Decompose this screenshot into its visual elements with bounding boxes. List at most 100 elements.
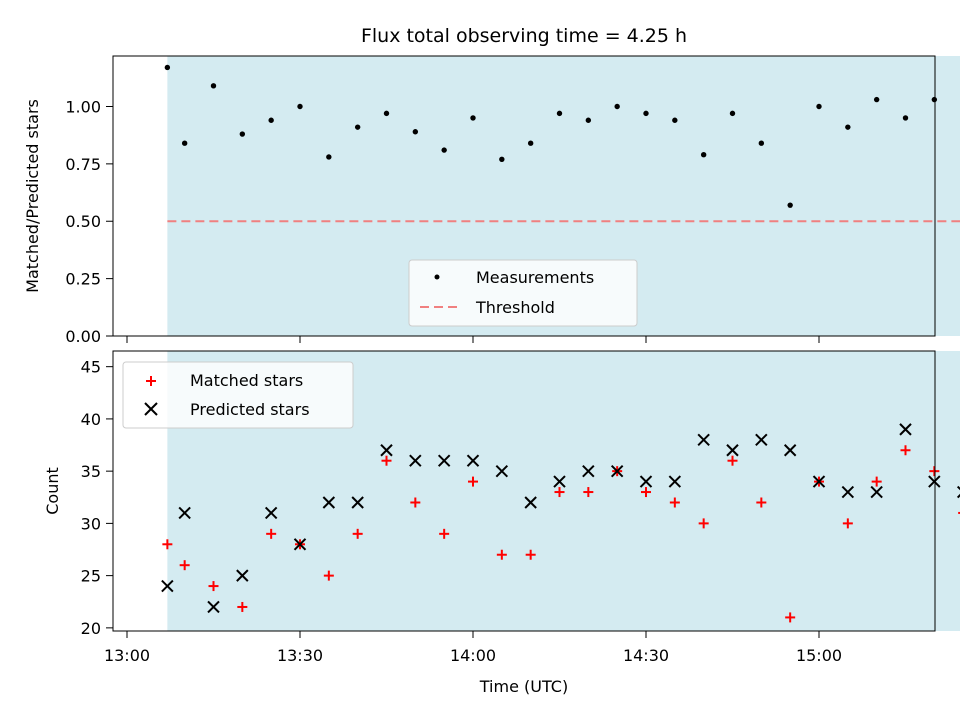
bottom-y-tick-label-3: 35 [81,462,101,481]
matched-star-point [871,476,882,487]
measurement-point [643,110,649,117]
predicted-star-point [161,579,174,593]
predicted-star-point [264,506,278,520]
measurement-point [383,110,390,117]
matched-star-point [842,518,853,529]
matched-star-point [237,601,248,612]
measurement-point [845,124,851,130]
matched-star-point [439,528,450,539]
measurement-point [556,110,563,117]
matched-star-point [727,455,738,466]
top-panel-frame [112,55,936,337]
matched-star-point [323,570,334,581]
predicted-star-point [178,506,191,520]
predicted-star-point [755,433,768,447]
measurement-point [164,64,171,71]
matched-star-point [900,445,911,456]
matched-star-point [179,560,190,571]
legend-predicted-label: Predicted stars [190,400,310,419]
predicted-star-point [610,464,624,478]
legend-measurements-label: Measurements [476,268,594,287]
measurement-point [499,156,505,162]
matched-star-point [525,549,536,560]
matched-star-point [583,487,594,498]
legend-measurements-marker [434,274,440,280]
predicted-star-point [841,485,855,499]
measurement-point [672,117,678,123]
x-axis-label: Time (UTC) [479,677,568,696]
predicted-star-point [236,569,249,582]
measurement-point [181,140,188,146]
legend-predicted-marker [144,402,158,416]
predicted-star-point [495,464,509,478]
matched-star-point [698,518,709,529]
top-legend: Measurements Threshold [408,259,638,327]
bottom-y-axis-label: Count [43,467,62,515]
measurement-point [729,110,736,117]
bottom-legend: Matched stars Predicted stars [122,361,354,429]
measurement-point [268,117,274,123]
predicted-star-point [870,485,883,499]
measurement-point [931,96,938,103]
matched-star-point [410,497,421,508]
matched-star-point [162,539,173,550]
top-y-tick-label-1: 0.25 [65,270,101,289]
predicted-star-point [668,475,682,488]
predicted-star-point [207,600,220,614]
predicted-star-point [351,496,364,509]
bottom-y-tick-label-2: 30 [81,514,101,533]
measurement-point [470,115,476,121]
predicted-star-point [639,475,653,488]
top-y-tick-label-3: 0.75 [65,155,101,174]
measurement-point [816,103,822,110]
top-y-tick-label-4: 1.00 [65,97,101,116]
predicted-star-point [697,433,710,447]
x-tick-label-0: 13:00 [104,646,150,665]
bottom-legend-box [122,361,354,429]
bottom-y-tick-label-4: 40 [81,410,101,429]
predicted-star-point [812,475,826,488]
matched-star-point [785,612,796,623]
measurement-point [585,117,592,123]
measurement-point [758,140,765,146]
matched-star-point [496,549,507,560]
measurement-point [297,103,303,110]
chart-title: Flux total observing time = 4.25 h [361,25,687,47]
matched-star-point [641,487,651,498]
matched-star-point [381,455,392,466]
matched-star-point [929,466,940,477]
top-y-tick-label-2: 0.50 [65,212,101,231]
predicted-star-point [783,444,797,457]
predicted-star-point [409,454,422,467]
legend-threshold-label: Threshold [475,298,555,317]
measurement-point [412,129,419,135]
legend-matched-label: Matched stars [190,371,303,390]
matched-star-point [554,487,565,498]
predicted-star-point [899,423,912,436]
predicted-star-point [437,454,451,467]
predicted-star-point [582,464,595,478]
measurement-point [787,202,793,208]
predicted-star-point [380,444,393,457]
predicted-star-point [293,538,307,551]
measurement-point [210,83,217,89]
predicted-star-point [322,496,336,509]
bottom-y-tick-label-1: 25 [81,567,101,586]
matched-star-point [756,497,767,508]
predicted-star-point [553,475,566,488]
measurement-point [614,103,620,110]
bottom-y-tick-label-0: 20 [81,619,101,638]
top-panel: 0.00 0.25 0.50 0.75 1.00 Matched/Predicted s… [23,55,960,346]
matched-star-point [352,528,363,539]
matched-star-point [468,476,478,487]
predicted-star-point [466,454,480,467]
predicted-star-point [726,444,739,457]
measurement-point [902,115,909,121]
predicted-star-point [928,475,941,488]
matched-star-point [669,497,680,508]
legend-matched-marker [146,376,156,386]
measurement-point [354,124,361,130]
x-tick-label-3: 14:30 [623,646,669,665]
